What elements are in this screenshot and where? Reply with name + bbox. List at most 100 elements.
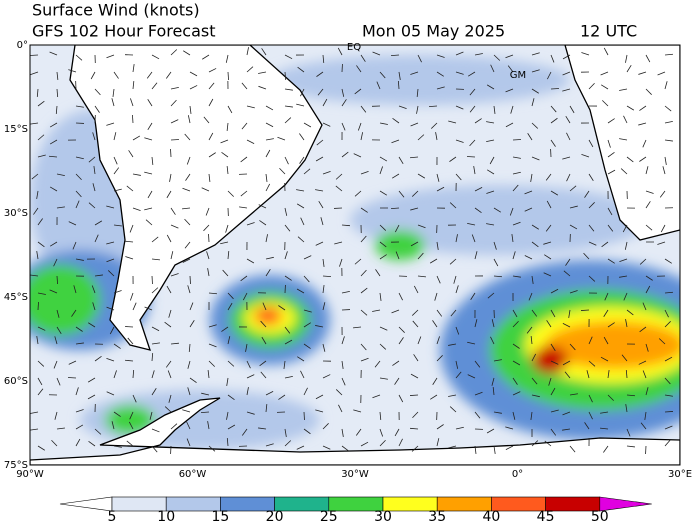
wind-barb	[170, 119, 179, 124]
wind-barb	[279, 167, 286, 175]
wind-barb	[662, 166, 666, 175]
wind-barb	[37, 292, 46, 295]
wind-barb	[531, 394, 540, 398]
wind-barb	[602, 100, 609, 107]
wind-barb	[569, 224, 578, 230]
wind-barb	[37, 134, 45, 141]
wind-barb	[642, 370, 647, 379]
wind-barb	[265, 105, 274, 111]
wind-barb	[91, 285, 96, 294]
wind-barb	[524, 207, 533, 212]
wind-barb	[588, 336, 593, 345]
wind-barb	[543, 272, 552, 277]
wind-barb	[265, 149, 271, 158]
wind-barb	[205, 207, 210, 216]
wind-barb	[284, 156, 289, 165]
wind-barb	[207, 268, 210, 277]
wind-barb	[486, 84, 495, 90]
wind-barb	[341, 224, 351, 227]
wind-barb	[187, 360, 191, 369]
wind-barb	[322, 171, 331, 175]
wind-barb	[227, 190, 234, 197]
wind-barb	[341, 122, 346, 131]
wind-barb	[607, 370, 610, 379]
wind-barb	[417, 224, 426, 229]
wind-barb	[240, 190, 248, 197]
wind-barb	[505, 445, 514, 450]
wind-barb	[189, 85, 198, 90]
wind-barb	[625, 404, 628, 413]
wind-barb	[322, 423, 329, 430]
wind-barb	[208, 343, 217, 348]
wind-barb	[429, 258, 438, 264]
wind-barb	[260, 371, 267, 379]
wind-barb	[531, 69, 540, 73]
wind-barb	[170, 99, 177, 107]
wind-barb	[531, 88, 539, 94]
wind-barb	[168, 309, 172, 318]
wind-barb	[265, 122, 274, 128]
wind-barb	[436, 54, 445, 58]
lon-label: 60°W	[179, 469, 207, 480]
wind-barb	[262, 302, 267, 311]
wind-barb	[202, 54, 210, 60]
wind-barb	[68, 360, 77, 365]
wind-barb	[75, 190, 82, 198]
wind-barb	[664, 356, 673, 362]
wind-barb	[322, 54, 325, 64]
wind-barb	[75, 409, 84, 413]
wind-barb	[112, 88, 115, 97]
wind-barb	[664, 394, 673, 397]
wind-barb	[512, 360, 521, 366]
wind-barb	[410, 241, 419, 247]
wind-barb	[49, 139, 58, 145]
wind-barb	[356, 65, 362, 73]
wind-barb	[151, 352, 154, 362]
wind-barb	[664, 377, 671, 385]
wind-barb	[360, 357, 369, 362]
wind-barb	[170, 342, 179, 345]
wind-barb	[151, 370, 155, 379]
wind-barb	[436, 173, 440, 182]
wind-barb	[564, 371, 571, 379]
wind-barb	[562, 54, 571, 60]
wind-barb	[565, 258, 571, 266]
wind-barb	[320, 217, 324, 226]
wind-barb	[265, 404, 268, 413]
wind-barb	[335, 173, 343, 180]
wind-barb	[474, 319, 478, 328]
wind-barb	[524, 255, 533, 260]
wind-barb	[410, 122, 419, 127]
wind-barb	[30, 411, 39, 414]
wind-barb	[226, 377, 229, 386]
map-frame	[29, 44, 681, 466]
wind-barb	[493, 105, 496, 114]
colorbar: 5 10 15 20 25 30 35 40 45 50	[59, 496, 652, 525]
wind-barb	[562, 360, 571, 366]
wind-barb	[531, 224, 539, 230]
wind-barb	[322, 374, 331, 379]
wind-barb	[265, 138, 274, 141]
wind-barb	[30, 71, 39, 76]
wind-barb	[455, 139, 464, 143]
wind-barb	[113, 156, 118, 165]
wind-barb	[639, 258, 647, 265]
wind-barb	[189, 71, 198, 77]
wind-barb	[379, 377, 388, 380]
wind-barb	[296, 203, 305, 209]
wind-barb	[354, 190, 362, 197]
wind-barb	[37, 445, 45, 451]
wind-barb	[149, 411, 153, 420]
wind-barb	[512, 343, 520, 349]
wind-barb	[527, 133, 533, 141]
wind-barb	[167, 370, 172, 379]
wind-barb	[170, 273, 179, 277]
wind-barb	[284, 251, 288, 260]
wind-barb	[379, 343, 387, 350]
wind-barb	[226, 411, 229, 420]
wind-barb	[203, 116, 210, 124]
wind-barb	[56, 427, 65, 430]
wind-barb	[322, 302, 326, 311]
wind-barb	[106, 258, 115, 263]
wind-barb	[151, 156, 154, 165]
